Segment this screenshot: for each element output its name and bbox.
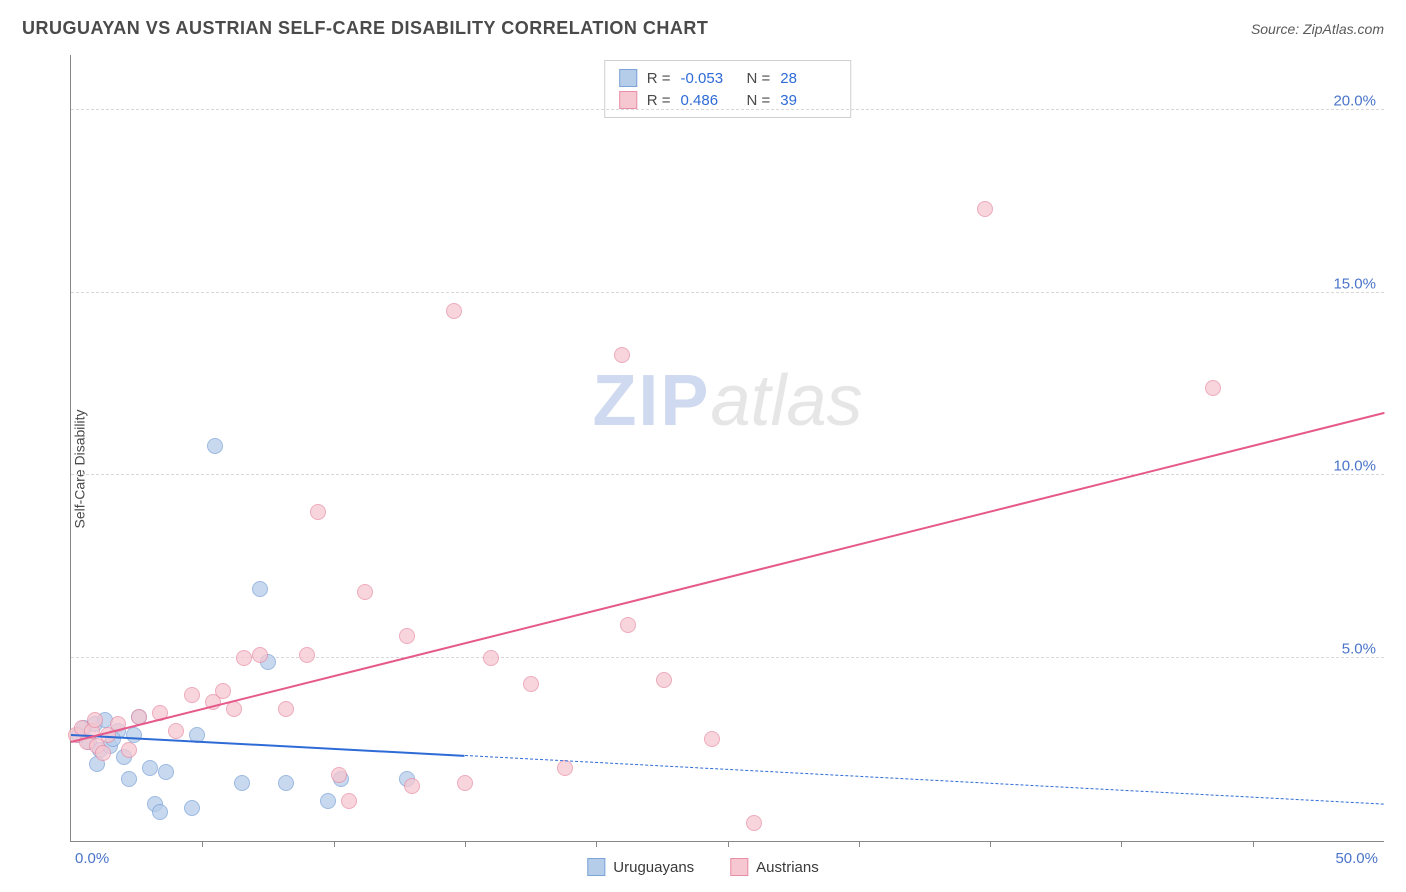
- x-tick: [334, 841, 335, 847]
- legend-item-uruguayans: Uruguayans: [587, 858, 694, 876]
- data-point-austrians: [121, 742, 137, 758]
- data-point-austrians: [184, 687, 200, 703]
- x-tick: [990, 841, 991, 847]
- data-point-austrians: [299, 647, 315, 663]
- n-label: N =: [747, 92, 771, 109]
- data-point-uruguayans: [278, 775, 294, 791]
- data-point-austrians: [399, 628, 415, 644]
- legend-swatch-austrians: [730, 858, 748, 876]
- y-tick-label: 10.0%: [1333, 458, 1376, 475]
- data-point-uruguayans: [121, 771, 137, 787]
- source-name: ZipAtlas.com: [1303, 21, 1384, 37]
- legend-swatch-uruguayans: [587, 858, 605, 876]
- data-point-austrians: [557, 760, 573, 776]
- stats-row-austrians: R = 0.486 N = 39: [619, 89, 837, 111]
- data-point-uruguayans: [207, 438, 223, 454]
- data-point-austrians: [331, 767, 347, 783]
- data-point-uruguayans: [152, 804, 168, 820]
- data-point-uruguayans: [158, 764, 174, 780]
- gridline: [71, 109, 1384, 110]
- data-point-austrians: [977, 201, 993, 217]
- r-label: R =: [647, 70, 671, 87]
- chart-header: URUGUAYAN VS AUSTRIAN SELF-CARE DISABILI…: [22, 18, 1384, 39]
- data-point-austrians: [704, 731, 720, 747]
- chart-area: Self-Care Disability ZIPatlas R = -0.053…: [22, 55, 1384, 882]
- xmax-label: 50.0%: [1335, 850, 1378, 867]
- source-prefix: Source:: [1251, 21, 1303, 37]
- x-tick: [1121, 841, 1122, 847]
- r-label: R =: [647, 92, 671, 109]
- chart-title: URUGUAYAN VS AUSTRIAN SELF-CARE DISABILI…: [22, 18, 708, 39]
- data-point-austrians: [310, 504, 326, 520]
- swatch-uruguayans: [619, 69, 637, 87]
- data-point-austrians: [614, 347, 630, 363]
- x-tick: [202, 841, 203, 847]
- data-point-austrians: [1205, 380, 1221, 396]
- data-point-austrians: [215, 683, 231, 699]
- x-tick: [728, 841, 729, 847]
- data-point-austrians: [278, 701, 294, 717]
- legend-item-austrians: Austrians: [730, 858, 819, 876]
- data-point-austrians: [252, 647, 268, 663]
- y-tick-label: 20.0%: [1333, 92, 1376, 109]
- data-point-austrians: [226, 701, 242, 717]
- x-tick: [859, 841, 860, 847]
- x-tick: [465, 841, 466, 847]
- data-point-uruguayans: [320, 793, 336, 809]
- legend-label-uruguayans: Uruguayans: [613, 859, 694, 876]
- source-attribution: Source: ZipAtlas.com: [1251, 21, 1384, 37]
- watermark-zip: ZIP: [592, 361, 710, 441]
- data-point-austrians: [404, 778, 420, 794]
- n-label: N =: [747, 70, 771, 87]
- data-point-uruguayans: [252, 581, 268, 597]
- data-point-austrians: [523, 676, 539, 692]
- data-point-austrians: [746, 815, 762, 831]
- scatter-plot: ZIPatlas R = -0.053 N = 28 R = 0.486 N =…: [70, 55, 1384, 842]
- swatch-austrians: [619, 91, 637, 109]
- watermark-atlas: atlas: [710, 361, 862, 441]
- n-value-uruguayans: 28: [780, 70, 836, 87]
- x-tick: [596, 841, 597, 847]
- data-point-uruguayans: [184, 800, 200, 816]
- data-point-austrians: [483, 650, 499, 666]
- data-point-austrians: [357, 584, 373, 600]
- y-tick-label: 5.0%: [1342, 641, 1376, 658]
- data-point-austrians: [620, 617, 636, 633]
- data-point-austrians: [446, 303, 462, 319]
- x-tick: [1253, 841, 1254, 847]
- data-point-uruguayans: [126, 727, 142, 743]
- data-point-uruguayans: [234, 775, 250, 791]
- legend-label-austrians: Austrians: [756, 859, 819, 876]
- origin-label: 0.0%: [75, 850, 109, 867]
- y-tick-label: 15.0%: [1333, 275, 1376, 292]
- data-point-austrians: [95, 745, 111, 761]
- gridline: [71, 292, 1384, 293]
- gridline: [71, 474, 1384, 475]
- data-point-austrians: [87, 712, 103, 728]
- r-value-uruguayans: -0.053: [681, 70, 737, 87]
- data-point-austrians: [457, 775, 473, 791]
- data-point-austrians: [168, 723, 184, 739]
- stats-row-uruguayans: R = -0.053 N = 28: [619, 67, 837, 89]
- n-value-austrians: 39: [780, 92, 836, 109]
- data-point-austrians: [656, 672, 672, 688]
- data-point-austrians: [236, 650, 252, 666]
- watermark: ZIPatlas: [592, 360, 862, 442]
- bottom-legend: Uruguayans Austrians: [587, 858, 818, 876]
- r-value-austrians: 0.486: [681, 92, 737, 109]
- trendline-uruguayans-extrapolated: [465, 755, 1384, 805]
- data-point-austrians: [341, 793, 357, 809]
- data-point-uruguayans: [142, 760, 158, 776]
- trendline-austrians: [71, 412, 1384, 743]
